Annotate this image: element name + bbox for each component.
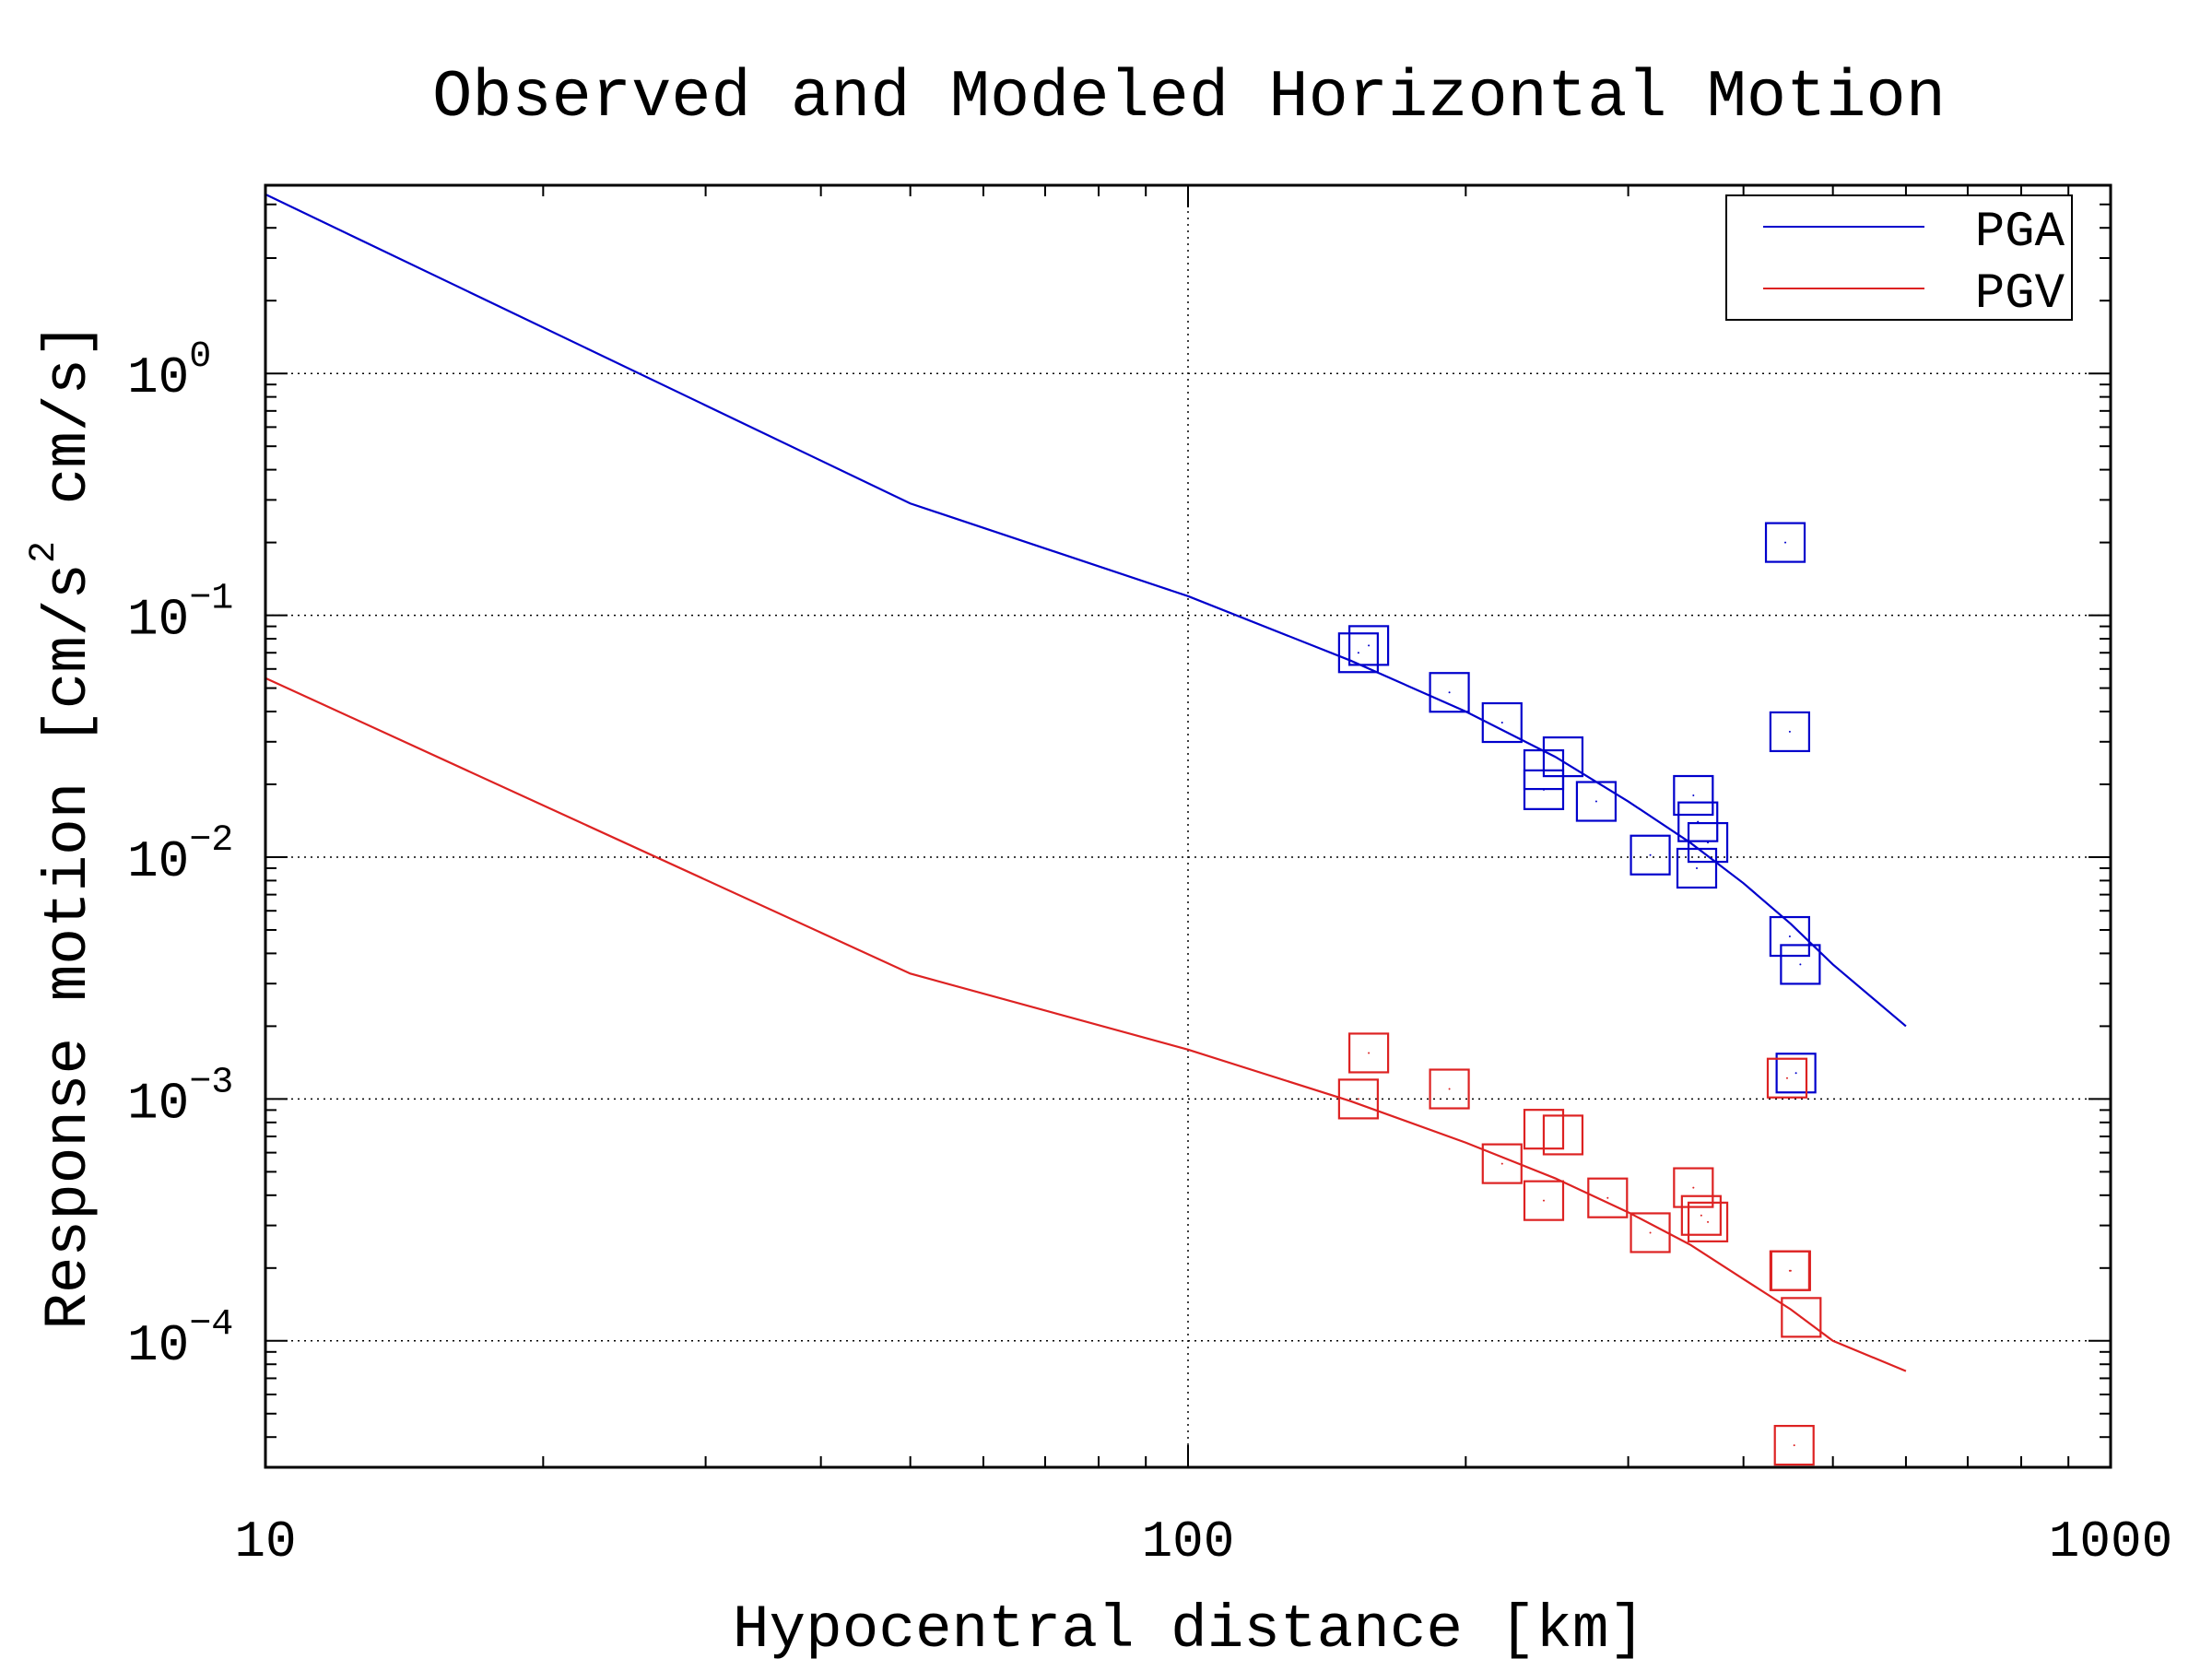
observed-point-center-pga <box>1649 853 1652 856</box>
observed-point-center-pgv <box>1700 1214 1702 1217</box>
observed-point-pga <box>1769 711 1810 753</box>
observed-point-center-pgv <box>1649 1231 1652 1234</box>
plot-frame <box>264 183 2112 1469</box>
legend-label-pgv: PGV <box>1975 266 2065 323</box>
observed-point-center-pgv <box>1800 1316 1803 1319</box>
observed-point-pgv <box>1429 1068 1470 1110</box>
y-axis-label-tail: cm/s] <box>34 322 103 541</box>
y-tick-base: 10 <box>127 832 189 891</box>
observed-point-center-pga <box>1594 800 1597 803</box>
y-tick-exponent: −3 <box>189 1062 233 1103</box>
observed-point-pgv <box>1337 1078 1379 1120</box>
observed-point-center-pgv <box>1357 1098 1359 1100</box>
legend-label-pga: PGA <box>1975 205 2065 261</box>
observed-point-center-pga <box>1368 644 1371 647</box>
legend: PGA PGV <box>1725 194 2073 323</box>
series-group <box>265 193 1907 1466</box>
observed-point-center-pgv <box>1789 1269 1792 1272</box>
model-line-pga <box>265 193 1907 1028</box>
observed-point-pga <box>1575 781 1618 822</box>
x-tick-labels: 10 100 1000 <box>234 1512 2172 1571</box>
observed-point-pga <box>1542 736 1584 778</box>
observed-point-center-pga <box>1696 866 1699 869</box>
observed-point-center-pga <box>1799 963 1802 966</box>
observed-point-pgv <box>1523 1180 1565 1221</box>
axis-ticks <box>265 184 2112 1468</box>
observed-point-pga <box>1677 801 1719 842</box>
observed-point-center-pgv <box>1707 1220 1710 1223</box>
y-axis-label: Response motion [cm/s2 cm/s] <box>24 322 103 1329</box>
observed-point-center-pgv <box>1368 1052 1371 1054</box>
y-tick-label-0: 100 <box>127 336 211 407</box>
observed-point-pgv <box>1773 1425 1815 1466</box>
observed-point-pga <box>1347 625 1390 666</box>
grid-lines <box>265 185 2111 1467</box>
observed-point-center-pga <box>1448 691 1451 694</box>
x-tick-label-100: 100 <box>1142 1512 1235 1571</box>
observed-point-center-pgv <box>1542 1199 1545 1202</box>
observed-point-pga <box>1429 672 1470 713</box>
observed-point-center-pgv <box>1785 1077 1788 1079</box>
observed-point-pga <box>1676 847 1718 889</box>
observed-point-center-pgv <box>1500 1162 1503 1165</box>
observed-point-center-pgv <box>1606 1196 1609 1199</box>
observed-point-center-pgv <box>1561 1134 1564 1136</box>
observed-point-center-pga <box>1794 1072 1797 1075</box>
observed-point-center-pga <box>1784 541 1787 544</box>
observed-point-pga <box>1481 701 1523 744</box>
observed-point-pgv <box>1766 1057 1808 1099</box>
observed-point-pga <box>1764 522 1806 563</box>
y-tick-base: 10 <box>127 1316 189 1375</box>
observed-point-pgv <box>1770 1250 1811 1291</box>
observed-point-pgv <box>1680 1194 1722 1236</box>
chart-title: Observed and Modeled Horizontal Motion <box>432 60 1946 135</box>
observed-point-pga <box>1337 632 1379 674</box>
observed-point-pgv <box>1630 1212 1671 1253</box>
observed-point-pgv <box>1542 1114 1584 1156</box>
observed-point-center-pga <box>1542 788 1545 791</box>
observed-point-center-pga <box>1707 841 1710 844</box>
observed-point-center-pgv <box>1692 1186 1695 1189</box>
observed-point-center-pga <box>1788 935 1791 938</box>
y-tick-base: 10 <box>127 348 189 407</box>
y-tick-base: 10 <box>127 591 189 650</box>
legend-box <box>1725 194 2073 321</box>
y-tick-label-2: 10−2 <box>127 820 233 891</box>
y-tick-label-1: 10−1 <box>127 579 233 650</box>
y-tick-exponent: −2 <box>189 820 233 862</box>
x-axis-label: Hypocentral distance [km] <box>733 1595 1645 1659</box>
y-axis-label-main: Response motion [cm/s <box>34 563 103 1330</box>
y-tick-exponent: −4 <box>189 1304 233 1346</box>
observed-point-pgv <box>1481 1143 1523 1184</box>
observed-point-center-pgv <box>1793 1444 1795 1447</box>
observed-point-center-pga <box>1500 722 1503 724</box>
observed-point-pgv <box>1687 1201 1729 1242</box>
y-tick-label-3: 10−3 <box>127 1062 233 1133</box>
x-tick-label-1000: 1000 <box>2049 1512 2172 1571</box>
observed-point-center-pga <box>1357 652 1359 654</box>
y-tick-exponent: −1 <box>189 579 233 620</box>
observed-point-center-pgv <box>1448 1088 1451 1090</box>
observed-point-pga <box>1687 821 1729 864</box>
observed-point-pgv <box>1673 1167 1714 1208</box>
y-tick-base: 10 <box>127 1074 189 1133</box>
x-tick-label-10: 10 <box>234 1512 296 1571</box>
y-tick-label-4: 10−4 <box>127 1304 233 1375</box>
model-line-pgv <box>265 677 1907 1372</box>
observed-point-pga <box>1780 944 1821 985</box>
observed-point-center-pga <box>1692 794 1695 797</box>
observed-point-pga <box>1775 1053 1817 1094</box>
observed-point-pga <box>1673 774 1714 817</box>
y-axis-label-superscript: 2 <box>24 541 65 563</box>
observed-point-center-pga <box>1561 756 1564 759</box>
observed-point-center-pga <box>1788 730 1791 733</box>
observed-point-pgv <box>1587 1177 1629 1218</box>
observed-point-pgv <box>1781 1297 1822 1338</box>
observed-point-pga <box>1769 915 1810 958</box>
y-tick-exponent: 0 <box>189 336 211 378</box>
observed-point-pga <box>1630 834 1671 876</box>
observed-point-pgv <box>1347 1032 1390 1074</box>
